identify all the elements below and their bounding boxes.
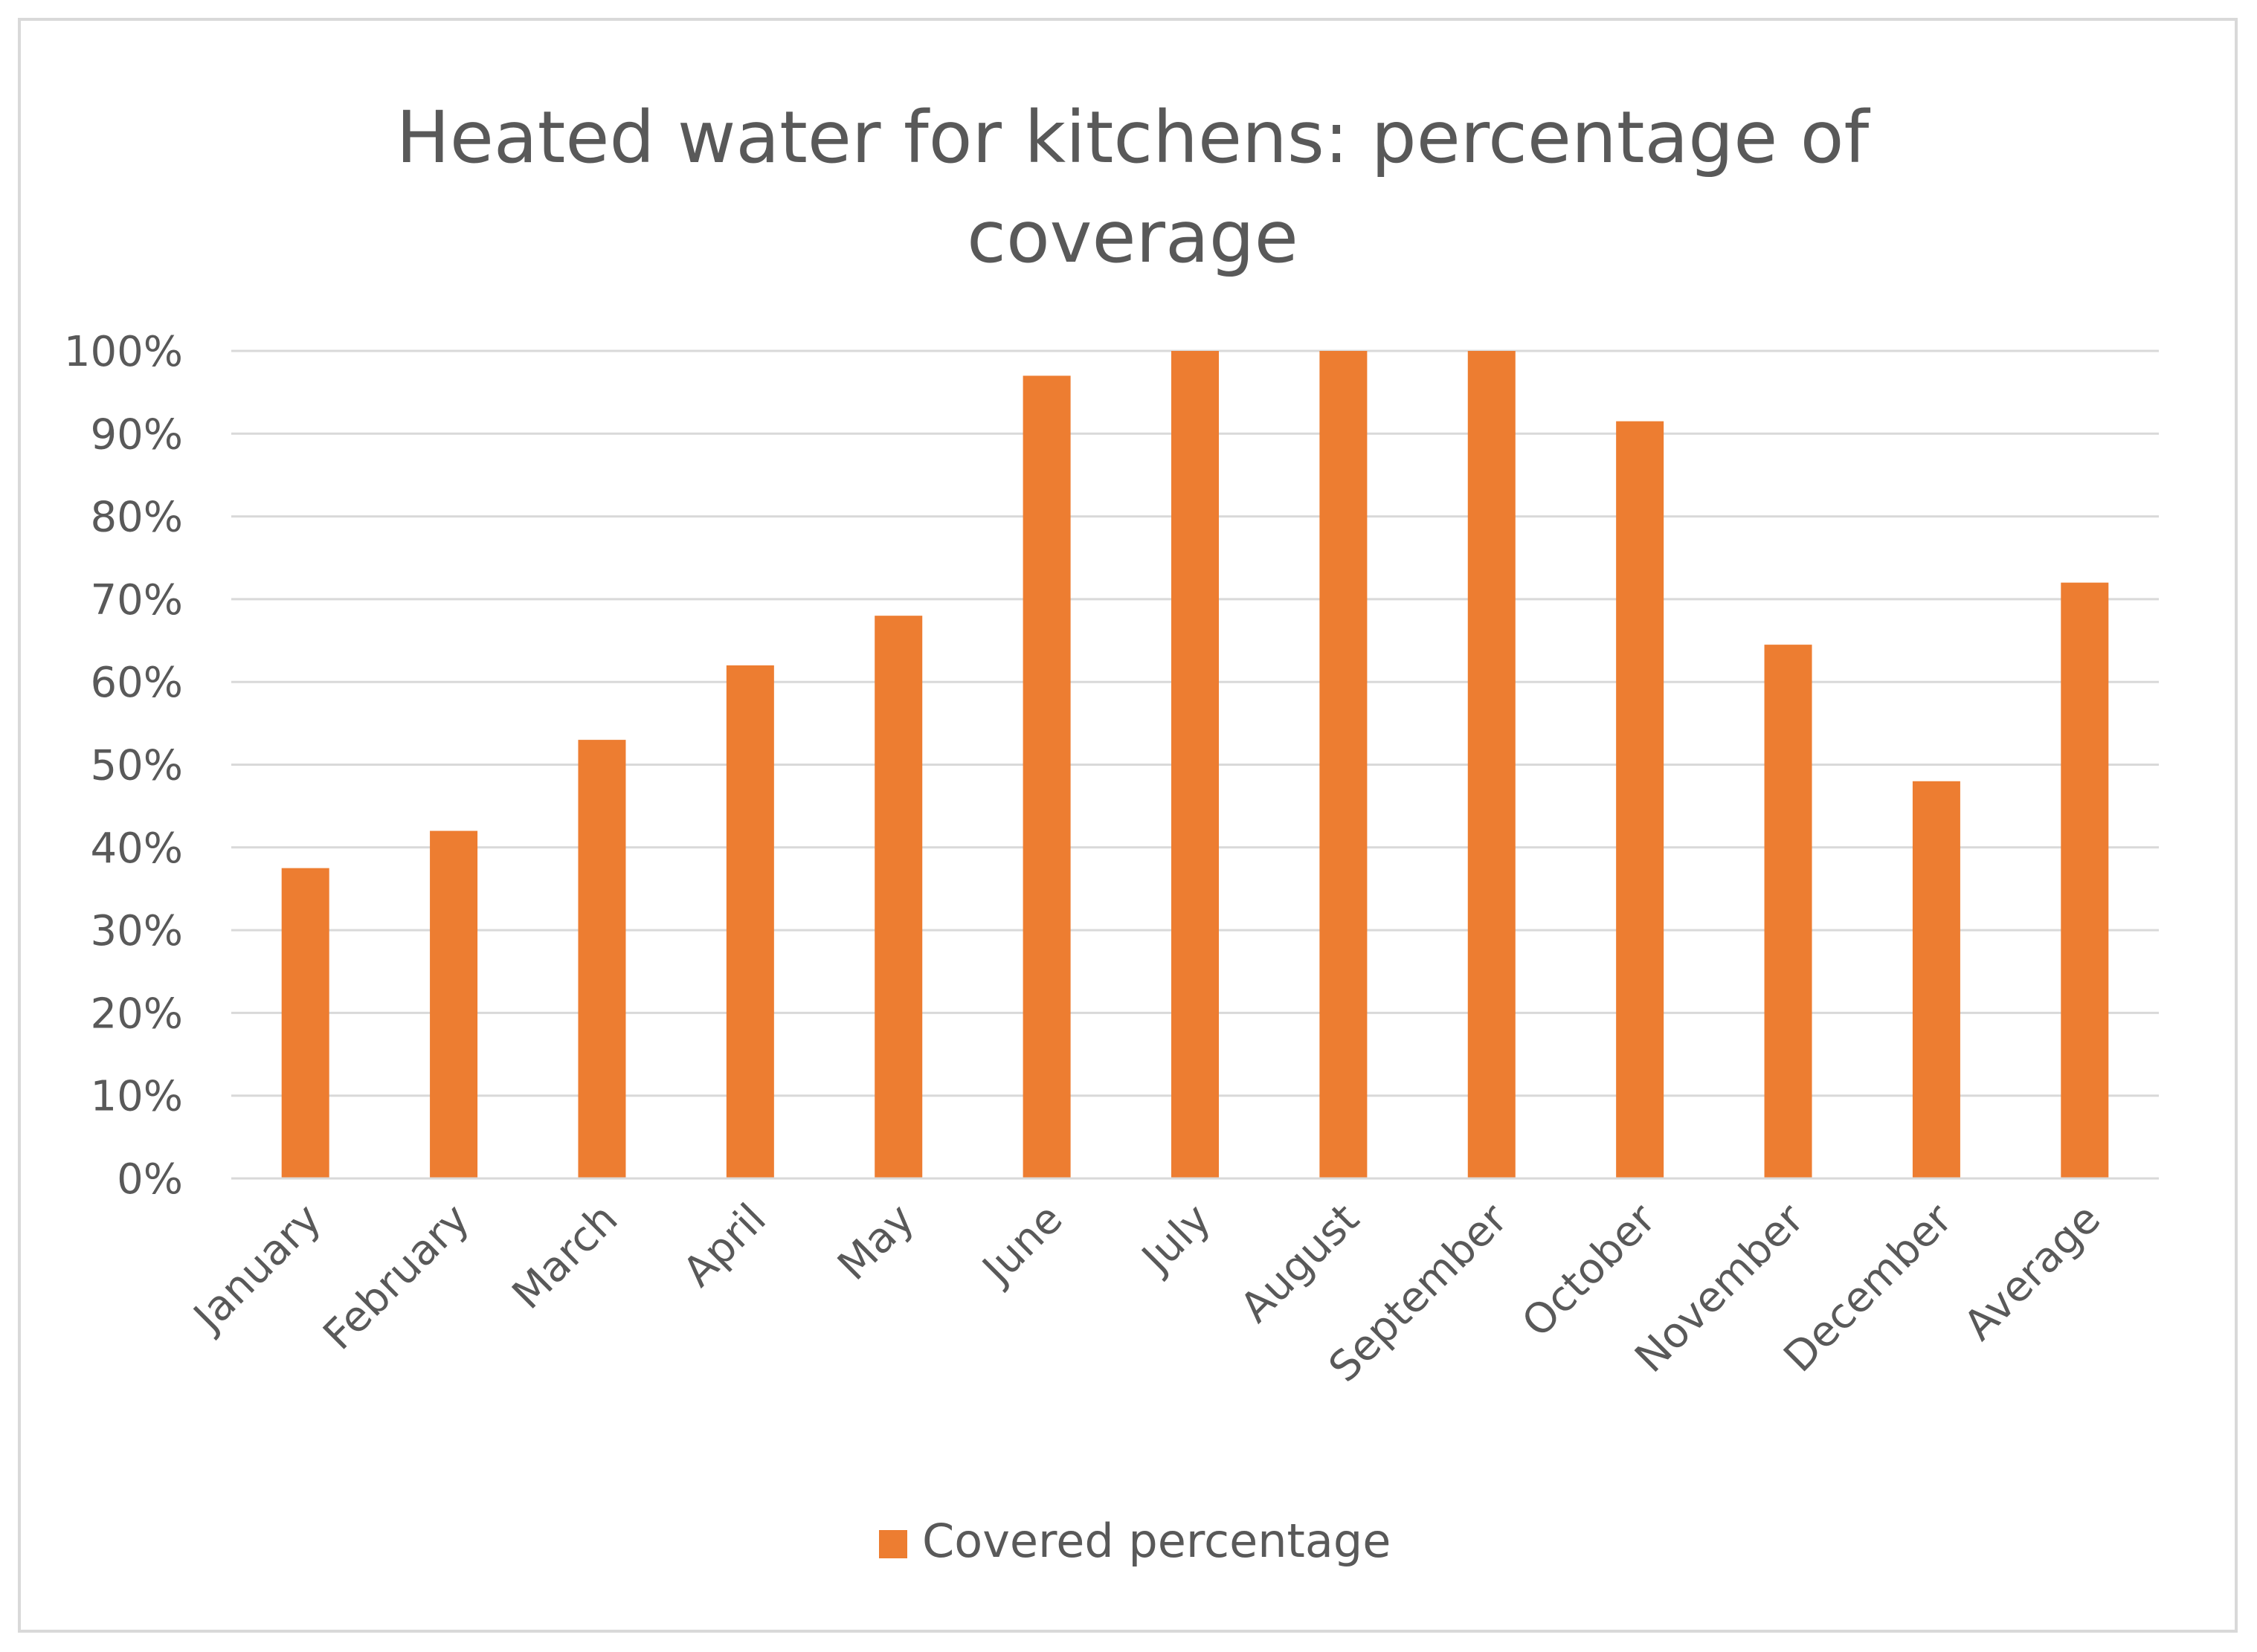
- x-tick-label: Average: [1955, 1195, 2110, 1350]
- y-tick-label: 20%: [91, 990, 183, 1038]
- y-tick-label: 60%: [91, 659, 183, 707]
- bar-february: [430, 830, 478, 1178]
- bar-april: [726, 665, 774, 1178]
- bar-march: [578, 740, 626, 1178]
- y-tick-label: 70%: [91, 576, 183, 625]
- chart-title-line-1: Heated water for kitchens: percentage of: [396, 96, 1871, 179]
- x-tick-label: June: [972, 1195, 1072, 1294]
- x-tick-label: August: [1231, 1195, 1369, 1332]
- x-tick-label: May: [828, 1195, 924, 1290]
- y-tick-label: 40%: [91, 825, 183, 873]
- x-tick-label: February: [315, 1195, 479, 1359]
- x-tick-label: March: [503, 1195, 628, 1319]
- legend-label: Covered percentage: [922, 1514, 1391, 1568]
- y-axis-tick-labels: 0% 10% 20% 30% 40% 50% 60% 70% 80% 90% 100%: [64, 328, 183, 1204]
- x-tick-label: January: [183, 1195, 330, 1342]
- y-tick-label: 0%: [117, 1155, 183, 1204]
- y-tick-label: 80%: [91, 494, 183, 542]
- y-tick-label: 10%: [91, 1073, 183, 1121]
- bar-average: [2061, 582, 2109, 1178]
- chart-title-line-2: coverage: [967, 196, 1298, 279]
- bar-chart: Heated water for kitchens: percentage of…: [64, 96, 2159, 1568]
- bar-january: [281, 868, 329, 1178]
- y-tick-label: 100%: [64, 328, 183, 376]
- y-tick-label: 50%: [91, 742, 183, 790]
- chart-title: Heated water for kitchens: percentage of…: [396, 96, 1871, 279]
- x-tick-label: October: [1513, 1194, 1666, 1346]
- bar-july: [1171, 351, 1219, 1178]
- legend-swatch: [879, 1530, 907, 1558]
- y-tick-label: 30%: [91, 907, 183, 955]
- y-tick-label: 90%: [91, 410, 183, 459]
- bar-september: [1467, 351, 1516, 1178]
- chart-frame: Heated water for kitchens: percentage of…: [18, 18, 2238, 1633]
- legend: Covered percentage: [879, 1514, 1391, 1568]
- bar-august: [1319, 351, 1368, 1178]
- bar-may: [875, 616, 923, 1178]
- bar-october: [1616, 421, 1664, 1178]
- bar-december: [1912, 781, 1960, 1178]
- bars: [281, 351, 2109, 1178]
- x-tick-label: July: [1132, 1195, 1220, 1283]
- bar-june: [1023, 375, 1071, 1178]
- bar-november: [1764, 645, 1812, 1178]
- x-tick-label: April: [674, 1195, 775, 1296]
